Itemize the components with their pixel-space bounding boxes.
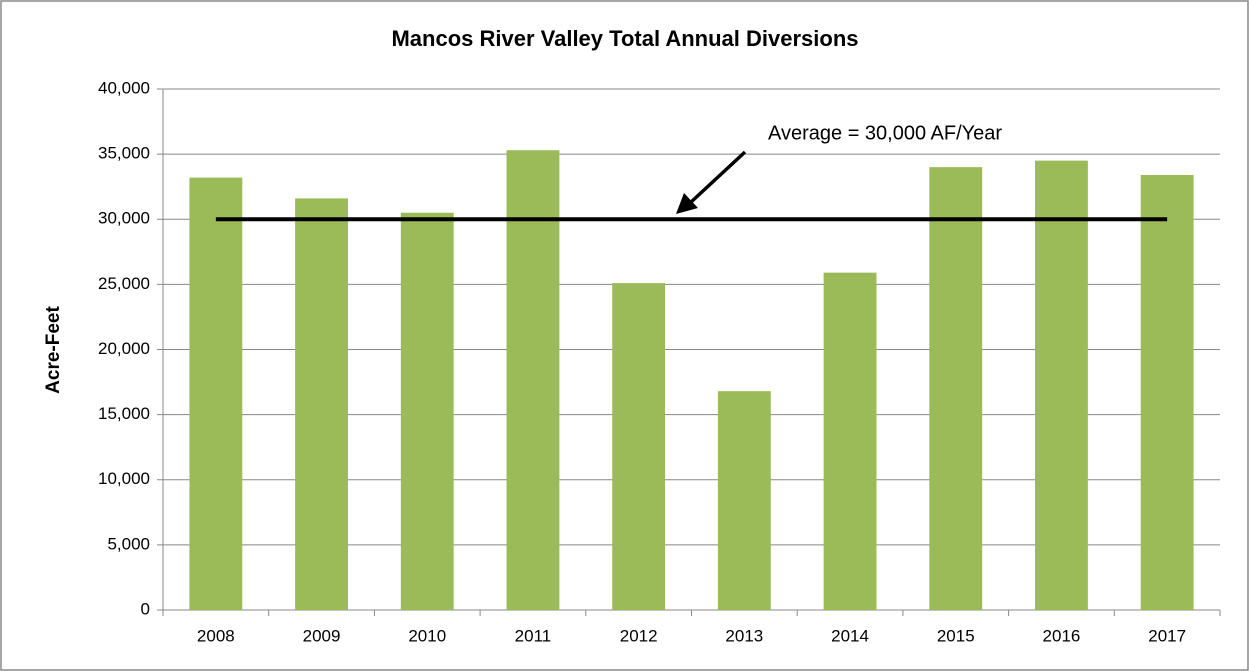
x-tick-label: 2012	[620, 626, 658, 645]
bar	[506, 150, 560, 610]
x-tick-label: 2011	[515, 626, 552, 645]
y-tick-label: 25,000	[98, 274, 150, 293]
y-tick-label: 15,000	[98, 404, 150, 423]
bar	[1140, 174, 1194, 610]
bar	[612, 283, 666, 610]
y-axis-label: Acre-Feet	[43, 306, 64, 394]
bar	[400, 212, 454, 611]
x-tick-label: 2013	[725, 626, 763, 645]
y-tick-label: 35,000	[98, 144, 150, 163]
bar	[295, 198, 348, 610]
bar	[717, 391, 771, 610]
x-tick-label: 2009	[303, 626, 341, 645]
bar	[189, 177, 243, 610]
overlay: Average = 30,000 AF/Year	[215, 122, 1168, 222]
y-tick-label: 20,000	[98, 339, 150, 358]
x-tick-label: 2017	[1148, 626, 1186, 645]
bar	[1035, 160, 1088, 610]
x-tick-label: 2008	[197, 626, 235, 645]
x-tick-label: 2010	[408, 626, 446, 645]
bar	[823, 272, 877, 610]
annotation-arrow	[688, 150, 747, 205]
chart-title: Mancos River Valley Total Annual Diversi…	[391, 26, 858, 51]
bar	[929, 167, 983, 610]
y-tick-label: 30,000	[98, 209, 150, 228]
annotation: Average = 30,000 AF/Year	[768, 122, 1002, 144]
x-tick-label: 2014	[831, 626, 869, 645]
x-tick-label: 2016	[1043, 626, 1081, 645]
x-tick-label: 2015	[937, 626, 975, 645]
y-tick-label: 40,000	[98, 78, 150, 97]
bars	[189, 150, 1194, 611]
y-tick-label: 0	[141, 599, 150, 618]
y-tick-label: 10,000	[98, 469, 150, 488]
annotation-arrowhead	[676, 193, 698, 214]
y-tick-label: 5,000	[107, 534, 150, 553]
